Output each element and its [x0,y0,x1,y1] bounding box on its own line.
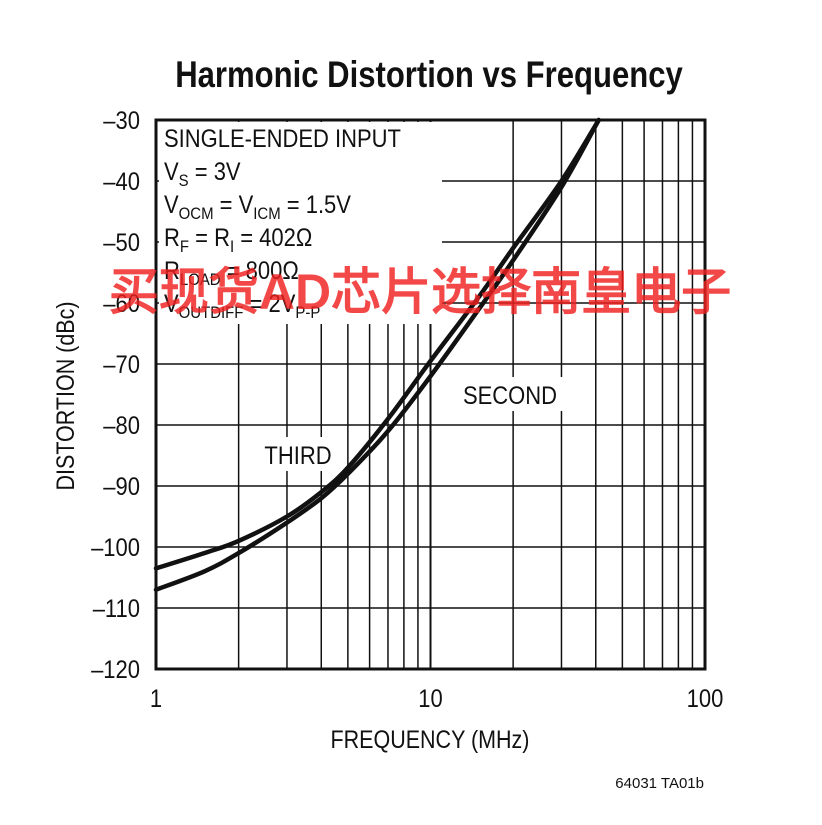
y-tick-label: –90 [103,473,140,501]
y-tick-label: –70 [103,351,140,379]
series-lines [153,117,601,592]
y-tick-label: –40 [103,168,140,196]
chart-title: Harmonic Distortion vs Frequency [175,55,683,96]
series-label-second: SECOND [463,382,557,410]
conditions-text: SINGLE-ENDED INPUT VS = 3V VOCM = VICM =… [164,125,401,323]
y-axis-label: DISTORTION (dBc) [51,302,79,491]
second-label-bg [455,377,565,411]
condition-line-4: RF = RI = 402Ω [164,224,312,257]
condition-line-6: VOUTDIFF = 2VP-P [164,290,320,323]
series-line-third [153,117,601,571]
plot-frame [154,118,707,671]
condition-line-3: VOCM = VICM = 1.5V [164,191,351,224]
x-tick-label: 10 [418,685,442,713]
series-label-third: THIRD [264,442,331,470]
y-tick-label: –120 [91,656,140,684]
y-tick-label: –60 [103,290,140,318]
x-tick-label: 1 [150,685,162,713]
y-tick-label: –100 [91,534,140,562]
x-tick-label: 100 [687,685,724,713]
x-axis-label: FREQUENCY (MHz) [331,725,530,753]
y-tick-label: –30 [103,107,140,135]
watermark: 买现货AD芯片选择南皇电子 [109,264,731,320]
condition-line-1: SINGLE-ENDED INPUT [164,125,401,153]
y-tick-label: –80 [103,412,140,440]
y-tick-label: –50 [103,229,140,257]
condition-line-2: VS = 3V [164,158,241,191]
y-axis-ticks: –30 –40 –50 –60 –70 –80 –90 –100 –110 –120 [91,107,140,684]
condition-line-5: RLOAD = 800Ω [164,257,299,290]
series-line-second [153,117,601,592]
y-tick-label: –110 [93,595,140,623]
figure-code: 64031 TA01b [615,775,704,792]
conditions-box [159,122,442,324]
third-label-bg [256,437,340,471]
x-axis-ticks: 1 10 100 [150,685,723,713]
